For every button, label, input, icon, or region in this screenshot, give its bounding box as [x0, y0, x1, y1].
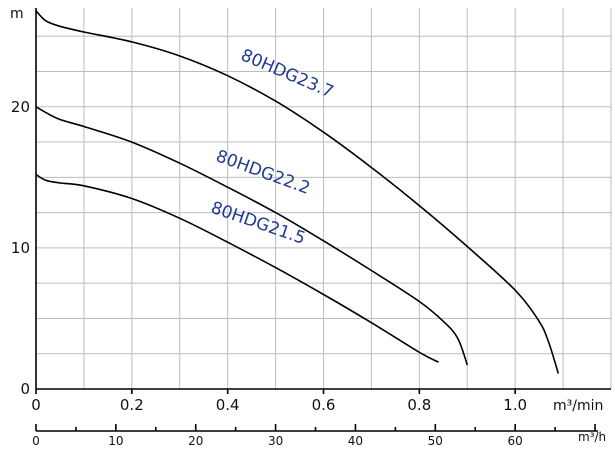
series-line-80HDG22.2 [35, 106, 469, 366]
chart-labels: m m³/min m³/h [10, 6, 606, 444]
x-unit-primary-label: m³/min [553, 398, 603, 414]
series-line-80HDG21.5 [35, 173, 439, 363]
y-tick-label: 20 [11, 98, 30, 116]
x-tick-label-secondary: 30 [268, 434, 283, 448]
x-unit-secondary-label: m³/h [578, 430, 606, 444]
x-tick-label-primary: 0.4 [216, 396, 240, 414]
x-tick-label-secondary: 40 [348, 434, 363, 448]
y-tick-label: 10 [11, 239, 30, 257]
x-tick-label-primary: 0.2 [120, 396, 144, 414]
chart-axes: 0 10 20 0 0.2 0.4 0.6 0.8 1.0 0 10 20 30 40 50 60 [11, 8, 611, 448]
x-tick-label-primary: 0 [31, 396, 41, 414]
series-line-80HDG23.7 [35, 10, 560, 374]
x-tick-label-secondary: 50 [428, 434, 443, 448]
chart-grid [36, 8, 612, 390]
x-tick-label-primary: 0.8 [407, 396, 431, 414]
x-tick-label-primary: 0.6 [312, 396, 336, 414]
x-tick-label-secondary: 10 [108, 434, 123, 448]
y-tick-label: 0 [20, 380, 30, 398]
y-unit-label: m [10, 6, 24, 22]
series-label-80HDG23.7: 80HDG23.7 [238, 45, 337, 102]
x-tick-label-primary: 1.0 [503, 396, 527, 414]
x-tick-label-secondary: 60 [508, 434, 523, 448]
x-tick-label-secondary: 0 [32, 434, 40, 448]
x-tick-label-secondary: 20 [188, 434, 203, 448]
